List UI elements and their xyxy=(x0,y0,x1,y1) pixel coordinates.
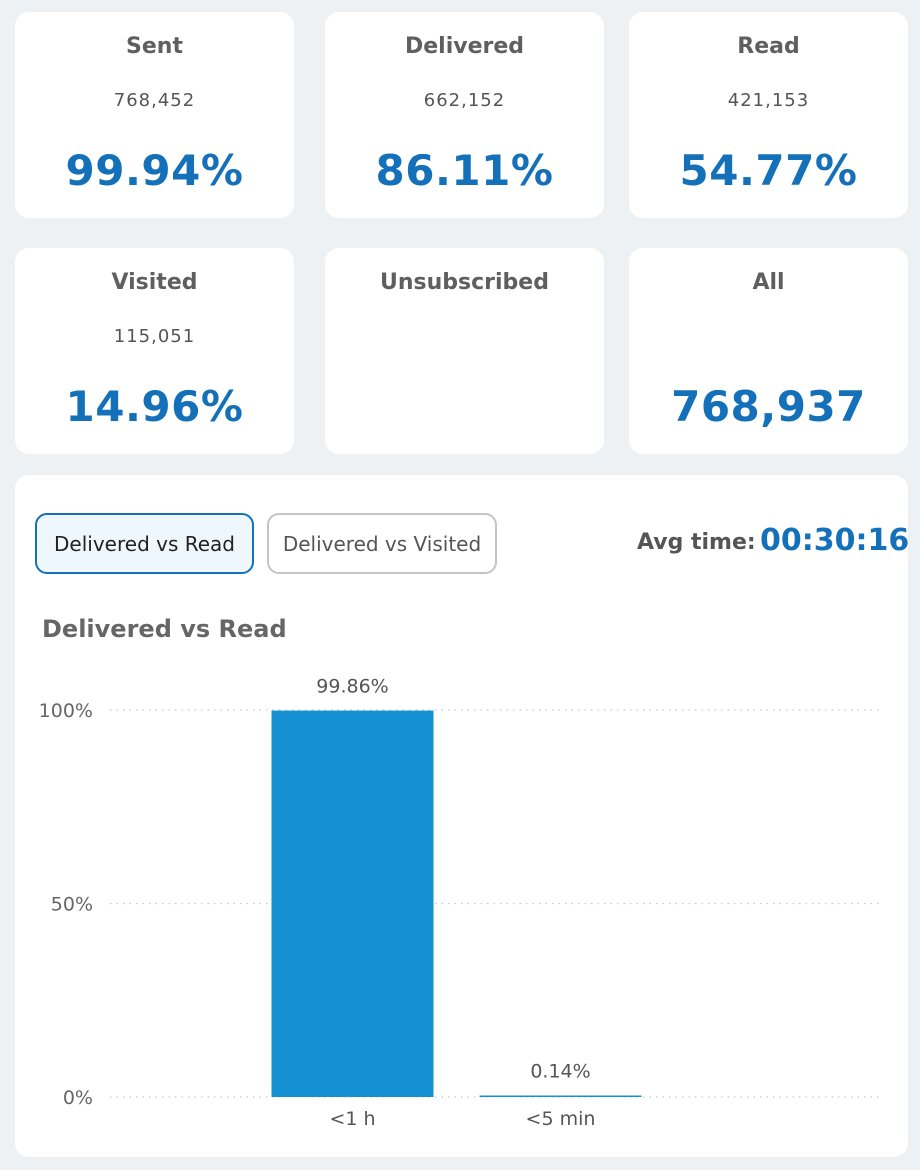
stat-card-read: Read 421,153 54.77% xyxy=(629,12,908,218)
tab-delivered-vs-visited[interactable]: Delivered vs Visited xyxy=(267,513,497,574)
stat-card-unsubscribed: Unsubscribed xyxy=(325,248,604,454)
stat-title: Unsubscribed xyxy=(380,270,549,295)
stat-title: Read xyxy=(737,34,800,59)
x-tick-label: <1 h xyxy=(329,1108,375,1130)
avg-time-label: Avg time: xyxy=(637,530,756,555)
stat-count: 115,051 xyxy=(113,326,196,347)
data-label: 0.14% xyxy=(530,1061,590,1083)
stat-value: 14.96% xyxy=(65,382,244,431)
stat-title: Visited xyxy=(111,270,198,295)
tab-delivered-vs-read[interactable]: Delivered vs Read xyxy=(35,513,254,574)
stat-title: All xyxy=(752,270,785,295)
stat-card-sent: Sent 768,452 99.94% xyxy=(15,12,294,218)
stat-count: 662,152 xyxy=(423,90,506,111)
stat-count: 768,452 xyxy=(113,90,196,111)
y-tick-label: 100% xyxy=(39,700,93,722)
bar xyxy=(479,1095,642,1097)
stat-value: 54.77% xyxy=(679,146,858,195)
stat-card-delivered: Delivered 662,152 86.11% xyxy=(325,12,604,218)
stat-value: 99.94% xyxy=(65,146,244,195)
stat-title: Sent xyxy=(126,34,183,59)
y-tick-label: 0% xyxy=(63,1087,93,1109)
chart-panel: Delivered vs Read Delivered vs Visited A… xyxy=(15,475,910,1157)
y-tick-label: 50% xyxy=(51,894,93,916)
stat-card-visited: Visited 115,051 14.96% xyxy=(15,248,294,454)
stat-value: 86.11% xyxy=(375,146,554,195)
bar-chart: 0% 50% 100% 99.86% <1 h 0.14% <5 min xyxy=(39,676,880,1130)
stat-title: Delivered xyxy=(404,34,525,59)
chart-title: Delivered vs Read xyxy=(42,615,287,643)
data-label: 99.86% xyxy=(316,676,388,698)
stat-count: 421,153 xyxy=(727,90,810,111)
x-tick-label: <5 min xyxy=(526,1108,596,1130)
bar xyxy=(271,710,434,1097)
avg-time-value: 00:30:16 xyxy=(760,523,910,558)
stat-value: 768,937 xyxy=(671,382,866,431)
stat-card-all: All 768,937 xyxy=(629,248,908,454)
